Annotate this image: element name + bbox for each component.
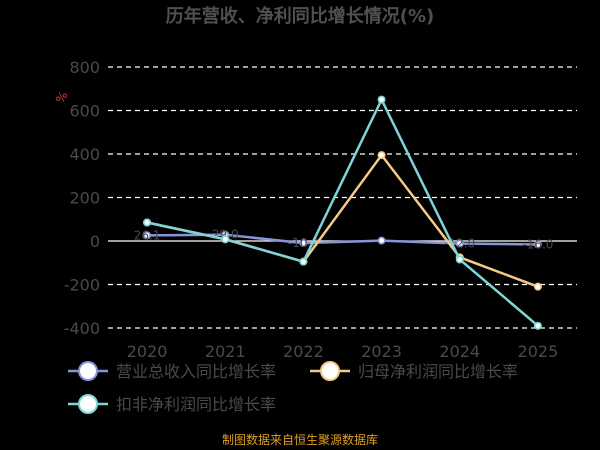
series-line (147, 233, 538, 246)
legend-label: 扣非净利润同比增长率 (116, 395, 276, 414)
data-point (455, 239, 464, 248)
data-point (377, 236, 386, 245)
data-label: 26.1 (134, 228, 161, 242)
legend-item: 归母净利润同比增长率 (310, 361, 518, 381)
data-point (533, 240, 542, 249)
data-label: -16.0 (522, 237, 553, 251)
y-tick-label: -400 (64, 319, 100, 338)
y-tick-label: 600 (69, 102, 100, 121)
x-tick-label: 2020 (127, 342, 168, 361)
chart-title: 历年营收、净利同比增长情况(%) (166, 5, 435, 27)
data-point (299, 257, 308, 266)
x-tick-label: 2021 (205, 342, 246, 361)
y-unit-label: % (53, 89, 71, 106)
legend-swatch-marker (320, 361, 340, 381)
data-point (221, 235, 230, 244)
data-point (533, 282, 542, 291)
data-point (299, 239, 308, 248)
legend-item: 营业总收入同比增长率 (68, 361, 276, 381)
data-point (143, 218, 152, 227)
legend-item: 扣非净利润同比增长率 (68, 394, 276, 414)
data-point (377, 151, 386, 160)
series-line (146, 153, 539, 288)
series-1 (143, 151, 542, 291)
series-2 (143, 95, 542, 330)
data-point (533, 321, 542, 330)
legend-label: 归母净利润同比增长率 (358, 362, 518, 381)
data-point (455, 255, 464, 264)
x-tick-label: 2025 (518, 342, 559, 361)
y-tick-label: 400 (69, 145, 100, 164)
legend-label: 营业总收入同比增长率 (116, 362, 276, 381)
data-point (143, 231, 152, 240)
x-tick-label: 2024 (439, 342, 480, 361)
y-tick-label: 0 (90, 232, 100, 251)
x-tick-label: 2023 (361, 342, 402, 361)
data-point (377, 95, 386, 104)
series-line (146, 98, 539, 327)
legend-swatch-marker (78, 394, 98, 414)
y-tick-label: 200 (69, 189, 100, 208)
x-tick-label: 2022 (283, 342, 324, 361)
series-0: 26.1 29.0-10.0 -12.0 -16.0 (134, 228, 554, 252)
footer-source: 制图数据来自恒生聚源数据库 (222, 432, 378, 447)
y-tick-label: -200 (64, 276, 100, 295)
y-tick-label: 800 (69, 58, 100, 77)
legend-swatch-marker (78, 361, 98, 381)
